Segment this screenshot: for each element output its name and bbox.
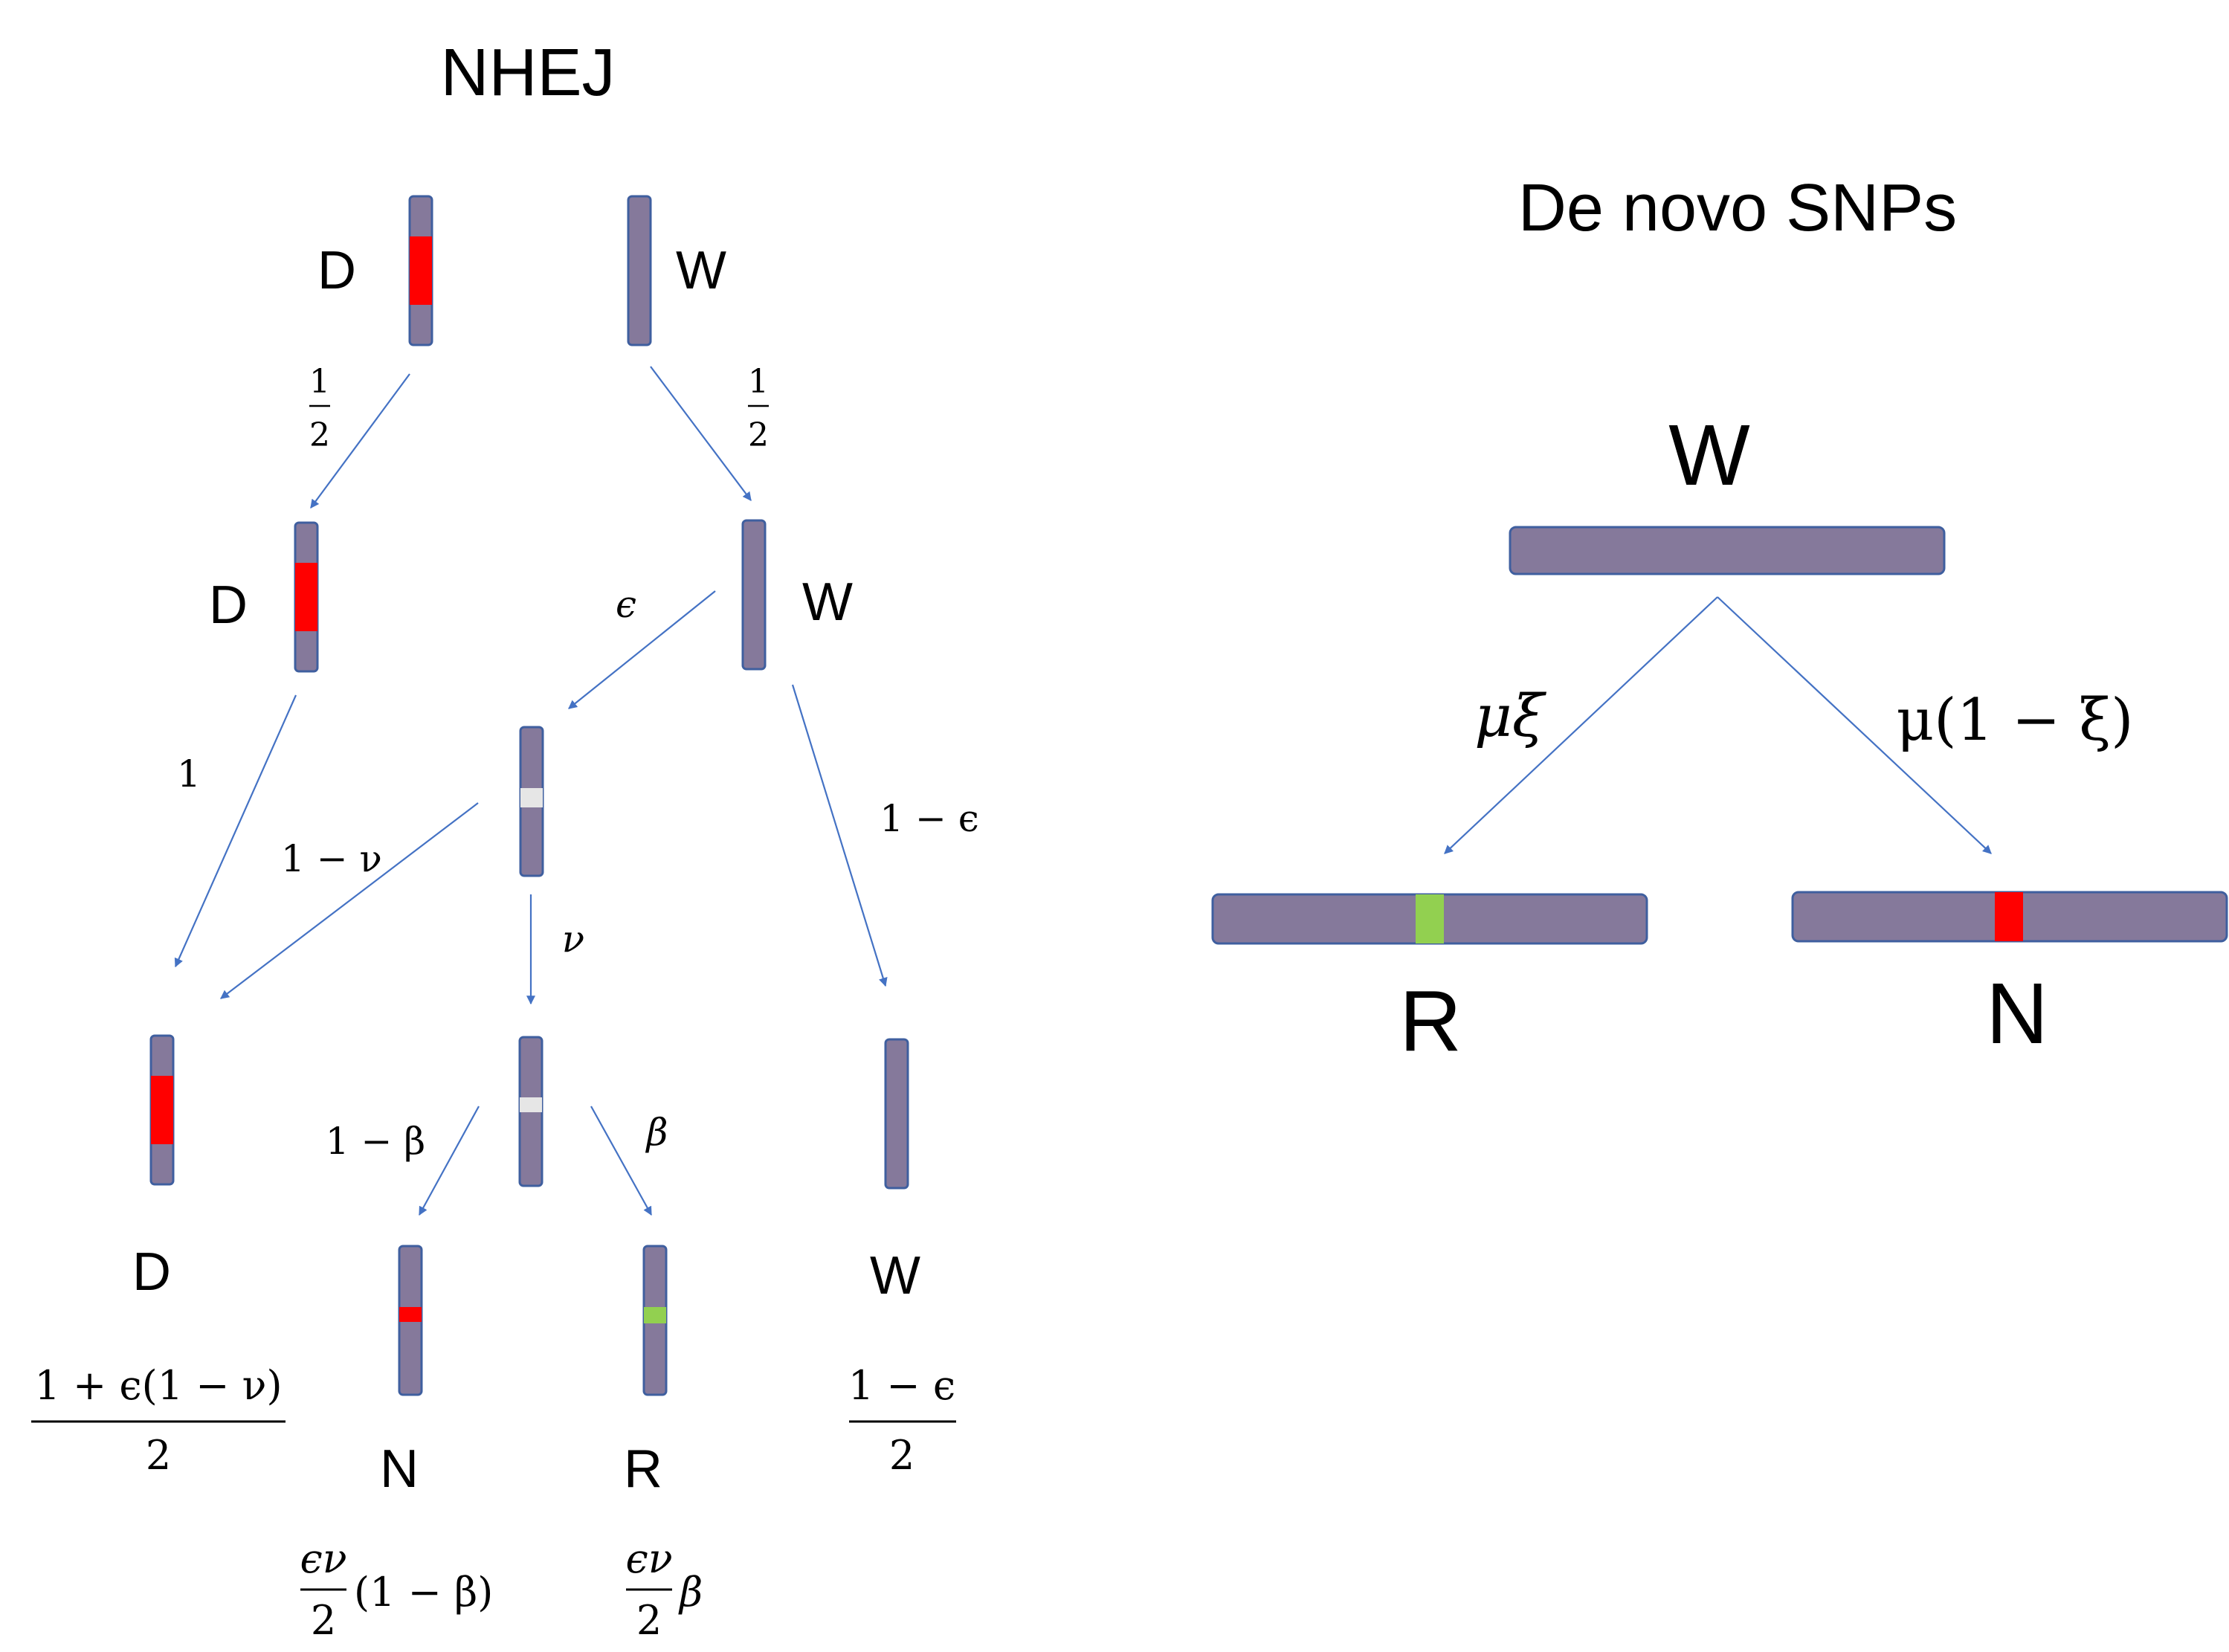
chromosome-denovo-top-w [1509, 526, 1946, 575]
formula-final-d: 1 + ϵ(1 − ν) 2 [31, 1362, 286, 1479]
label-mid-d: D [209, 575, 248, 635]
chromosome-final-r [642, 1245, 668, 1396]
mutation-red-band [1995, 892, 2023, 941]
arrow-mid-d-to-final-d [174, 694, 297, 968]
svg-text:ϵν: ϵν [300, 1535, 346, 1582]
chromosome-cut [519, 726, 544, 877]
mutation-green-band [1416, 894, 1444, 943]
mutation-red-band [295, 563, 317, 631]
chromosome-final-w [884, 1038, 909, 1190]
label-final-w: W [870, 1246, 920, 1306]
fraction-half-left: 1 2 [309, 363, 330, 454]
mutation-red-band [151, 1076, 173, 1144]
chromosome-mid-w [741, 519, 767, 671]
label-denovo-top-w: W [1668, 407, 1750, 503]
svg-text:1: 1 [748, 363, 769, 401]
prob-beta: β [645, 1111, 668, 1154]
svg-text:(1 − β): (1 − β) [354, 1569, 493, 1616]
fraction-half-right: 1 2 [748, 363, 769, 454]
arrow-to-final-n [419, 1106, 480, 1216]
chromosome-final-n [398, 1245, 423, 1396]
chromosome-mid-d [294, 521, 319, 673]
prob-one-minus-epsilon: 1 − ϵ [880, 797, 979, 840]
chromosome-cut-second [518, 1036, 543, 1187]
label-denovo-n: N [1986, 965, 2048, 1062]
label-top-w: W [676, 241, 726, 300]
prob-mu-xi: μξ [1474, 683, 1547, 750]
svg-text:2: 2 [636, 1597, 662, 1644]
prob-one: 1 [177, 752, 201, 796]
mutation-red-band [410, 236, 432, 305]
arrow-denovo-to-n [1717, 596, 1992, 854]
chromosome-denovo-r [1211, 893, 1648, 945]
svg-text:2: 2 [309, 416, 330, 454]
svg-text:2: 2 [889, 1432, 914, 1479]
chromosome-top-d [408, 195, 433, 346]
mutation-green-band [644, 1307, 666, 1323]
arrow-top-d-to-mid-d [310, 373, 410, 509]
denovo-title: De novo SNPs [1518, 171, 1957, 245]
svg-text:1 + ϵ(1 − ν): 1 + ϵ(1 − ν) [34, 1362, 282, 1409]
label-final-d: D [132, 1242, 171, 1302]
arrow-to-final-r [590, 1106, 652, 1216]
svg-text:2: 2 [311, 1597, 336, 1644]
cut-gap-band [520, 1097, 542, 1112]
arrow-top-w-to-mid-w [650, 366, 752, 501]
mutation-red-band [399, 1307, 422, 1322]
label-mid-w: W [802, 572, 853, 632]
svg-text:β: β [678, 1569, 703, 1616]
formula-final-n: ϵν 2 (1 − β) [300, 1535, 493, 1644]
svg-text:2: 2 [748, 416, 769, 454]
arrow-mid-w-to-cut [568, 590, 716, 709]
formula-final-r: ϵν 2 β [625, 1535, 703, 1644]
nhej-title: NHEJ [440, 36, 615, 110]
prob-mu-one-minus-xi: μ(1 − ξ) [1896, 687, 2133, 754]
svg-text:1 − ϵ: 1 − ϵ [848, 1362, 955, 1409]
svg-text:1: 1 [309, 363, 330, 401]
prob-epsilon: ϵ [616, 583, 636, 626]
label-denovo-r: R [1399, 972, 1462, 1069]
arrow-denovo-to-r [1444, 596, 1718, 854]
prob-nu: ν [562, 917, 584, 961]
label-top-d: D [317, 241, 356, 300]
label-final-n: N [380, 1439, 419, 1499]
chromosome-top-w [627, 195, 652, 346]
label-final-r: R [624, 1439, 662, 1499]
svg-text:2: 2 [146, 1432, 171, 1479]
arrow-cut-to-final-d [220, 802, 479, 999]
chromosome-denovo-n [1791, 891, 2228, 943]
prob-one-minus-nu: 1 − ν [281, 837, 382, 880]
cut-gap-band [520, 788, 543, 807]
svg-text:ϵν: ϵν [625, 1535, 672, 1582]
chromosome-final-d [149, 1034, 175, 1186]
prob-one-minus-beta: 1 − β [326, 1120, 425, 1163]
arrow-mid-w-to-final-w [791, 684, 888, 987]
formula-final-w: 1 − ϵ 2 [848, 1362, 956, 1479]
